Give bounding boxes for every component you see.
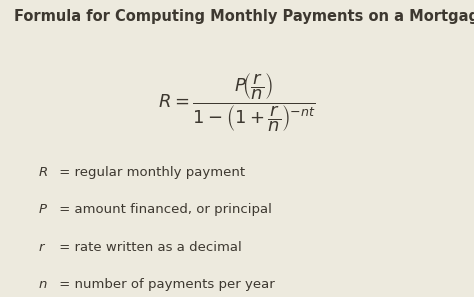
Text: = amount financed, or principal: = amount financed, or principal: [55, 203, 272, 217]
Text: $\mathit{R}$: $\mathit{R}$: [38, 166, 48, 179]
Text: Formula for Computing Monthly Payments on a Mortgage: Formula for Computing Monthly Payments o…: [14, 9, 474, 24]
Text: $\mathit{r}$: $\mathit{r}$: [38, 241, 46, 254]
Text: $R = \dfrac{P\!\left(\dfrac{r}{n}\right)}{1-\left(1+\dfrac{r}{n}\right)^{-nt}}$: $R = \dfrac{P\!\left(\dfrac{r}{n}\right)…: [158, 71, 316, 134]
Text: $\mathit{P}$: $\mathit{P}$: [38, 203, 48, 217]
Text: $\mathit{n}$: $\mathit{n}$: [38, 278, 47, 291]
Text: = regular monthly payment: = regular monthly payment: [55, 166, 245, 179]
Text: = rate written as a decimal: = rate written as a decimal: [55, 241, 241, 254]
Text: = number of payments per year: = number of payments per year: [55, 278, 274, 291]
